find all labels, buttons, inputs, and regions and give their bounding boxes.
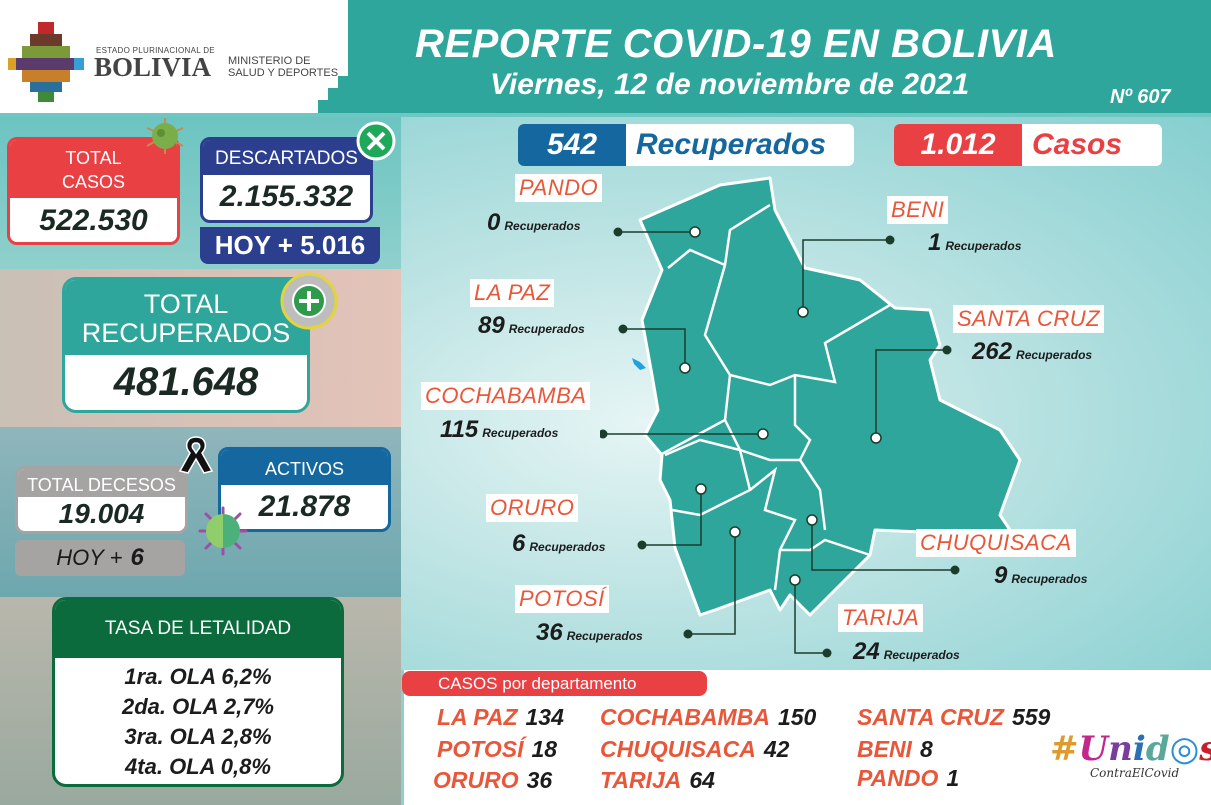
daily-casos-badge: 1.012 Casos: [894, 124, 1162, 166]
dept-label-beni: BENI: [887, 196, 949, 224]
casos-item: TARIJA 64: [600, 767, 715, 793]
dept-recuperados-santa-cruz: 262 Recuperados: [972, 338, 1093, 365]
bolivia-map: [600, 176, 1022, 658]
report-date: Viernes, 12 de noviembre de 2021: [490, 68, 970, 101]
letalidad-card: TASA DE LETALIDAD 1ra. OLA 6,2% 2da. OLA…: [52, 597, 344, 787]
letalidad-row: 4ta. OLA 0,8%: [125, 754, 271, 779]
casos-item: LA PAZ 134: [437, 704, 564, 730]
dept-recuperados-pando: 0 Recuperados: [487, 209, 581, 236]
descartados-value: 2.155.332: [219, 180, 354, 213]
virus-icon: [198, 506, 248, 556]
daily-casos-label: Casos: [1032, 128, 1123, 161]
logo-top-line: ESTADO PLURINACIONAL DE: [96, 46, 215, 55]
dept-label-pando: PANDO: [515, 174, 603, 202]
casos-item: SANTA CRUZ 559: [857, 704, 1051, 730]
daily-recuperados-value: 542: [518, 124, 626, 166]
daily-casos-value: 1.012: [894, 124, 1022, 166]
activos-label: ACTIVOS: [221, 450, 388, 485]
dept-recuperados-cochabamba: 115 Recuperados: [440, 416, 559, 443]
dept-label-cochabamba: COCHABAMBA: [421, 382, 591, 410]
activos-card: ACTIVOS 21.878: [218, 447, 391, 532]
casos-por-departamento-title: CASOS por departamento: [402, 671, 707, 696]
casos-item: BENI 8: [857, 736, 933, 762]
casos-item: CHUQUISACA 42: [600, 736, 790, 762]
total-casos-card: TOTAL CASOS 522.530: [7, 137, 180, 245]
dept-recuperados-chuquisaca: 9 Recuperados: [994, 562, 1088, 589]
casos-item: POTOSÍ 18: [437, 736, 558, 762]
bolivia-emblem-icon: [8, 22, 84, 102]
lake-titicaca: [632, 358, 646, 370]
unidos-campaign-logo: #Unid◎s ContraElCovid: [1050, 729, 1211, 780]
letalidad-row: 3ra. OLA 2,8%: [124, 724, 272, 749]
header-divider: [0, 113, 1211, 117]
virus-icon: [146, 118, 184, 154]
dept-label-potosi: POTOSÍ: [515, 585, 609, 613]
dept-label-chuquisaca: CHUQUISACA: [916, 529, 1076, 557]
descartados-label: DESCARTADOS: [203, 140, 370, 175]
close-x-icon: [356, 121, 396, 161]
casos-item: COCHABAMBA 150: [600, 704, 817, 730]
total-recuperados-value: 481.648: [113, 360, 259, 404]
total-recuperados-card: TOTAL RECUPERADOS 481.648: [62, 277, 310, 413]
total-casos-label: TOTAL: [65, 148, 122, 168]
dept-label-la-paz: LA PAZ: [470, 279, 555, 307]
total-recuperados-label: TOTAL: [143, 289, 229, 319]
decesos-hoy: HOY +6: [15, 540, 185, 576]
total-casos-value: 522.530: [39, 204, 148, 237]
dept-label-santa-cruz: SANTA CRUZ: [953, 305, 1105, 333]
letalidad-title: TASA DE LETALIDAD: [55, 600, 341, 658]
dept-recuperados-potosi: 36 Recuperados: [536, 619, 643, 646]
casos-item: PANDO 1: [857, 765, 960, 791]
page-title: REPORTE COVID-19 EN BOLIVIA: [415, 22, 1057, 66]
daily-recuperados-badge: 542 Recuperados: [518, 124, 854, 166]
logo-main: BOLIVIA: [94, 52, 212, 82]
stair-decoration: [318, 0, 360, 115]
ministry-name: MINISTERIO DE SALUD Y DEPORTES: [228, 55, 339, 79]
casos-item: ORURO 36: [433, 767, 553, 793]
total-decesos-value: 19.004: [58, 498, 145, 529]
descartados-hoy: HOY + 5.016: [200, 227, 380, 264]
letalidad-row: 1ra. OLA 6,2%: [124, 664, 272, 689]
daily-recuperados-label: Recuperados: [636, 128, 827, 161]
mourning-ribbon-icon: [178, 436, 214, 474]
activos-value: 21.878: [258, 490, 351, 523]
dept-recuperados-tarija: 24 Recuperados: [853, 638, 960, 665]
total-decesos-card: TOTAL DECESOS 19.004: [15, 466, 188, 534]
plus-icon: [280, 272, 338, 330]
header-logo-area: ESTADO PLURINACIONAL DE BOLIVIA MINISTER…: [0, 0, 360, 115]
total-decesos-label: TOTAL DECESOS: [18, 469, 185, 497]
report-number: Nº 607: [1110, 86, 1171, 108]
unidos-subtitle: ContraElCovid: [1090, 766, 1180, 780]
letalidad-row: 2da. OLA 2,7%: [121, 694, 274, 719]
dept-recuperados-oruro: 6 Recuperados: [512, 530, 606, 557]
descartados-card: DESCARTADOS 2.155.332: [200, 137, 373, 223]
dept-label-tarija: TARIJA: [838, 604, 924, 632]
header-band: [355, 0, 1211, 115]
dept-label-oruro: ORURO: [486, 494, 579, 522]
dept-recuperados-beni: 1 Recuperados: [928, 229, 1022, 256]
dept-recuperados-la-paz: 89 Recuperados: [478, 312, 585, 339]
